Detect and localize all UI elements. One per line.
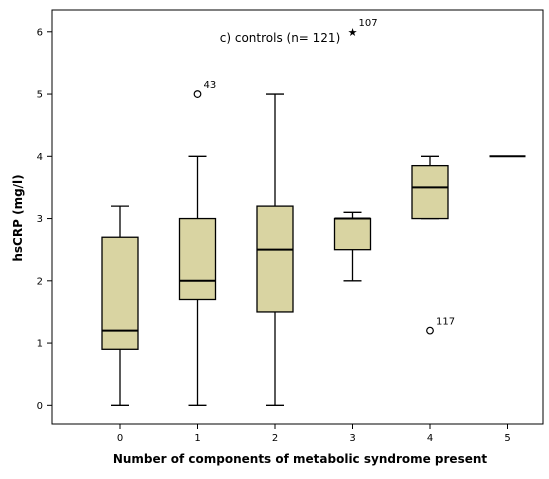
- x-tick-label: 3: [349, 433, 355, 444]
- outlier-circle: [193, 90, 202, 98]
- x-tick-label: 5: [504, 433, 510, 444]
- ticks-layer: 0 1 2 3 4 5 6 0 1 2 3 4 5: [37, 27, 511, 444]
- box-group-1: [178, 155, 217, 406]
- plot-frame: [51, 9, 544, 425]
- iqr-box: [333, 217, 372, 251]
- x-tick-label: 4: [427, 433, 433, 444]
- x-tick-label: 0: [117, 433, 123, 444]
- outlier-circle: [426, 326, 434, 335]
- outlier-label: 117: [436, 317, 455, 328]
- y-tick-label: 0: [37, 401, 43, 412]
- y-tick-label: 1: [37, 339, 43, 350]
- outliers-layer: 43 ★107 117: [193, 18, 455, 335]
- y-tick-label: 6: [37, 27, 43, 38]
- iqr-box: [256, 205, 294, 313]
- outlier-label: 107: [359, 18, 378, 29]
- y-tick-label: 3: [37, 214, 43, 225]
- boxes-layer: [101, 93, 526, 406]
- outlier-star: ★: [348, 26, 358, 39]
- iqr-box: [101, 236, 139, 350]
- box-group-4: [411, 155, 449, 220]
- box-group-0: [101, 205, 139, 406]
- y-axis-title: hsCRP (mg/l): [11, 174, 25, 261]
- x-axis-title: Number of components of metabolic syndro…: [113, 452, 488, 466]
- outlier-label: 43: [204, 80, 217, 91]
- box-group-3: [333, 211, 372, 282]
- iqr-box: [178, 217, 217, 301]
- x-tick-label: 2: [272, 433, 278, 444]
- chart-title: c) controls (n= 121): [220, 31, 341, 45]
- x-tick-label: 1: [194, 433, 200, 444]
- iqr-box: [411, 164, 449, 220]
- y-tick-label: 2: [37, 276, 43, 287]
- y-tick-label: 5: [37, 90, 43, 101]
- y-tick-label: 4: [37, 152, 43, 163]
- box-group-2: [256, 93, 294, 406]
